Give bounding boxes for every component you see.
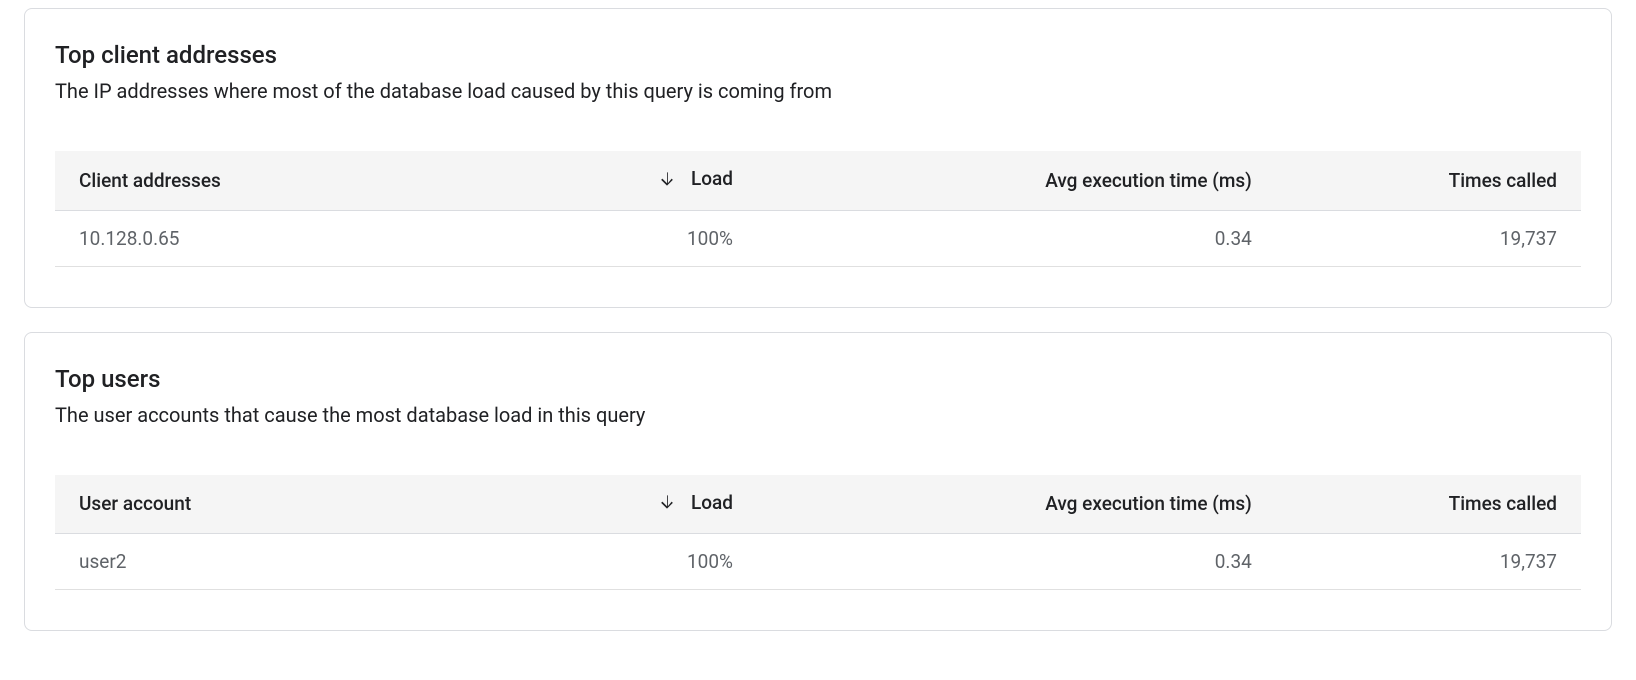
- column-label: Load: [691, 167, 733, 190]
- cell-times-called: 19,737: [1276, 210, 1581, 266]
- cell-times-called: 19,737: [1276, 534, 1581, 590]
- column-header-client-addresses[interactable]: Client addresses: [55, 151, 574, 210]
- table-row: 10.128.0.65 100% 0.34 19,737: [55, 210, 1581, 266]
- column-label: Load: [691, 491, 733, 514]
- table-header-row: Client addresses Load Avg execution time…: [55, 151, 1581, 210]
- column-label: Client addresses: [79, 169, 221, 192]
- column-header-avg-execution-time[interactable]: Avg execution time (ms): [757, 475, 1276, 534]
- cell-load: 100%: [574, 210, 757, 266]
- arrow-down-icon: [657, 169, 677, 189]
- users-table: User account Load Avg execution time (ms…: [55, 475, 1581, 591]
- column-header-load[interactable]: Load: [574, 151, 757, 210]
- column-header-times-called[interactable]: Times called: [1276, 475, 1581, 534]
- cell-user-account: user2: [55, 534, 574, 590]
- cell-avg-execution-time: 0.34: [757, 210, 1276, 266]
- card-subtitle: The IP addresses where most of the datab…: [55, 79, 1581, 103]
- table-row: user2 100% 0.34 19,737: [55, 534, 1581, 590]
- column-label: User account: [79, 492, 191, 515]
- top-users-card: Top users The user accounts that cause t…: [24, 332, 1612, 632]
- column-header-user-account[interactable]: User account: [55, 475, 574, 534]
- arrow-down-icon: [657, 492, 677, 512]
- cell-load: 100%: [574, 534, 757, 590]
- card-title: Top users: [55, 365, 1581, 393]
- cell-avg-execution-time: 0.34: [757, 534, 1276, 590]
- column-label: Times called: [1449, 492, 1557, 515]
- column-header-avg-execution-time[interactable]: Avg execution time (ms): [757, 151, 1276, 210]
- column-label: Avg execution time (ms): [1045, 492, 1252, 515]
- column-header-load[interactable]: Load: [574, 475, 757, 534]
- card-subtitle: The user accounts that cause the most da…: [55, 403, 1581, 427]
- top-client-addresses-card: Top client addresses The IP addresses wh…: [24, 8, 1612, 308]
- client-addresses-table: Client addresses Load Avg execution time…: [55, 151, 1581, 267]
- column-header-times-called[interactable]: Times called: [1276, 151, 1581, 210]
- card-title: Top client addresses: [55, 41, 1581, 69]
- column-label: Avg execution time (ms): [1045, 169, 1252, 192]
- cell-client-address: 10.128.0.65: [55, 210, 574, 266]
- column-label: Times called: [1449, 169, 1557, 192]
- table-header-row: User account Load Avg execution time (ms…: [55, 475, 1581, 534]
